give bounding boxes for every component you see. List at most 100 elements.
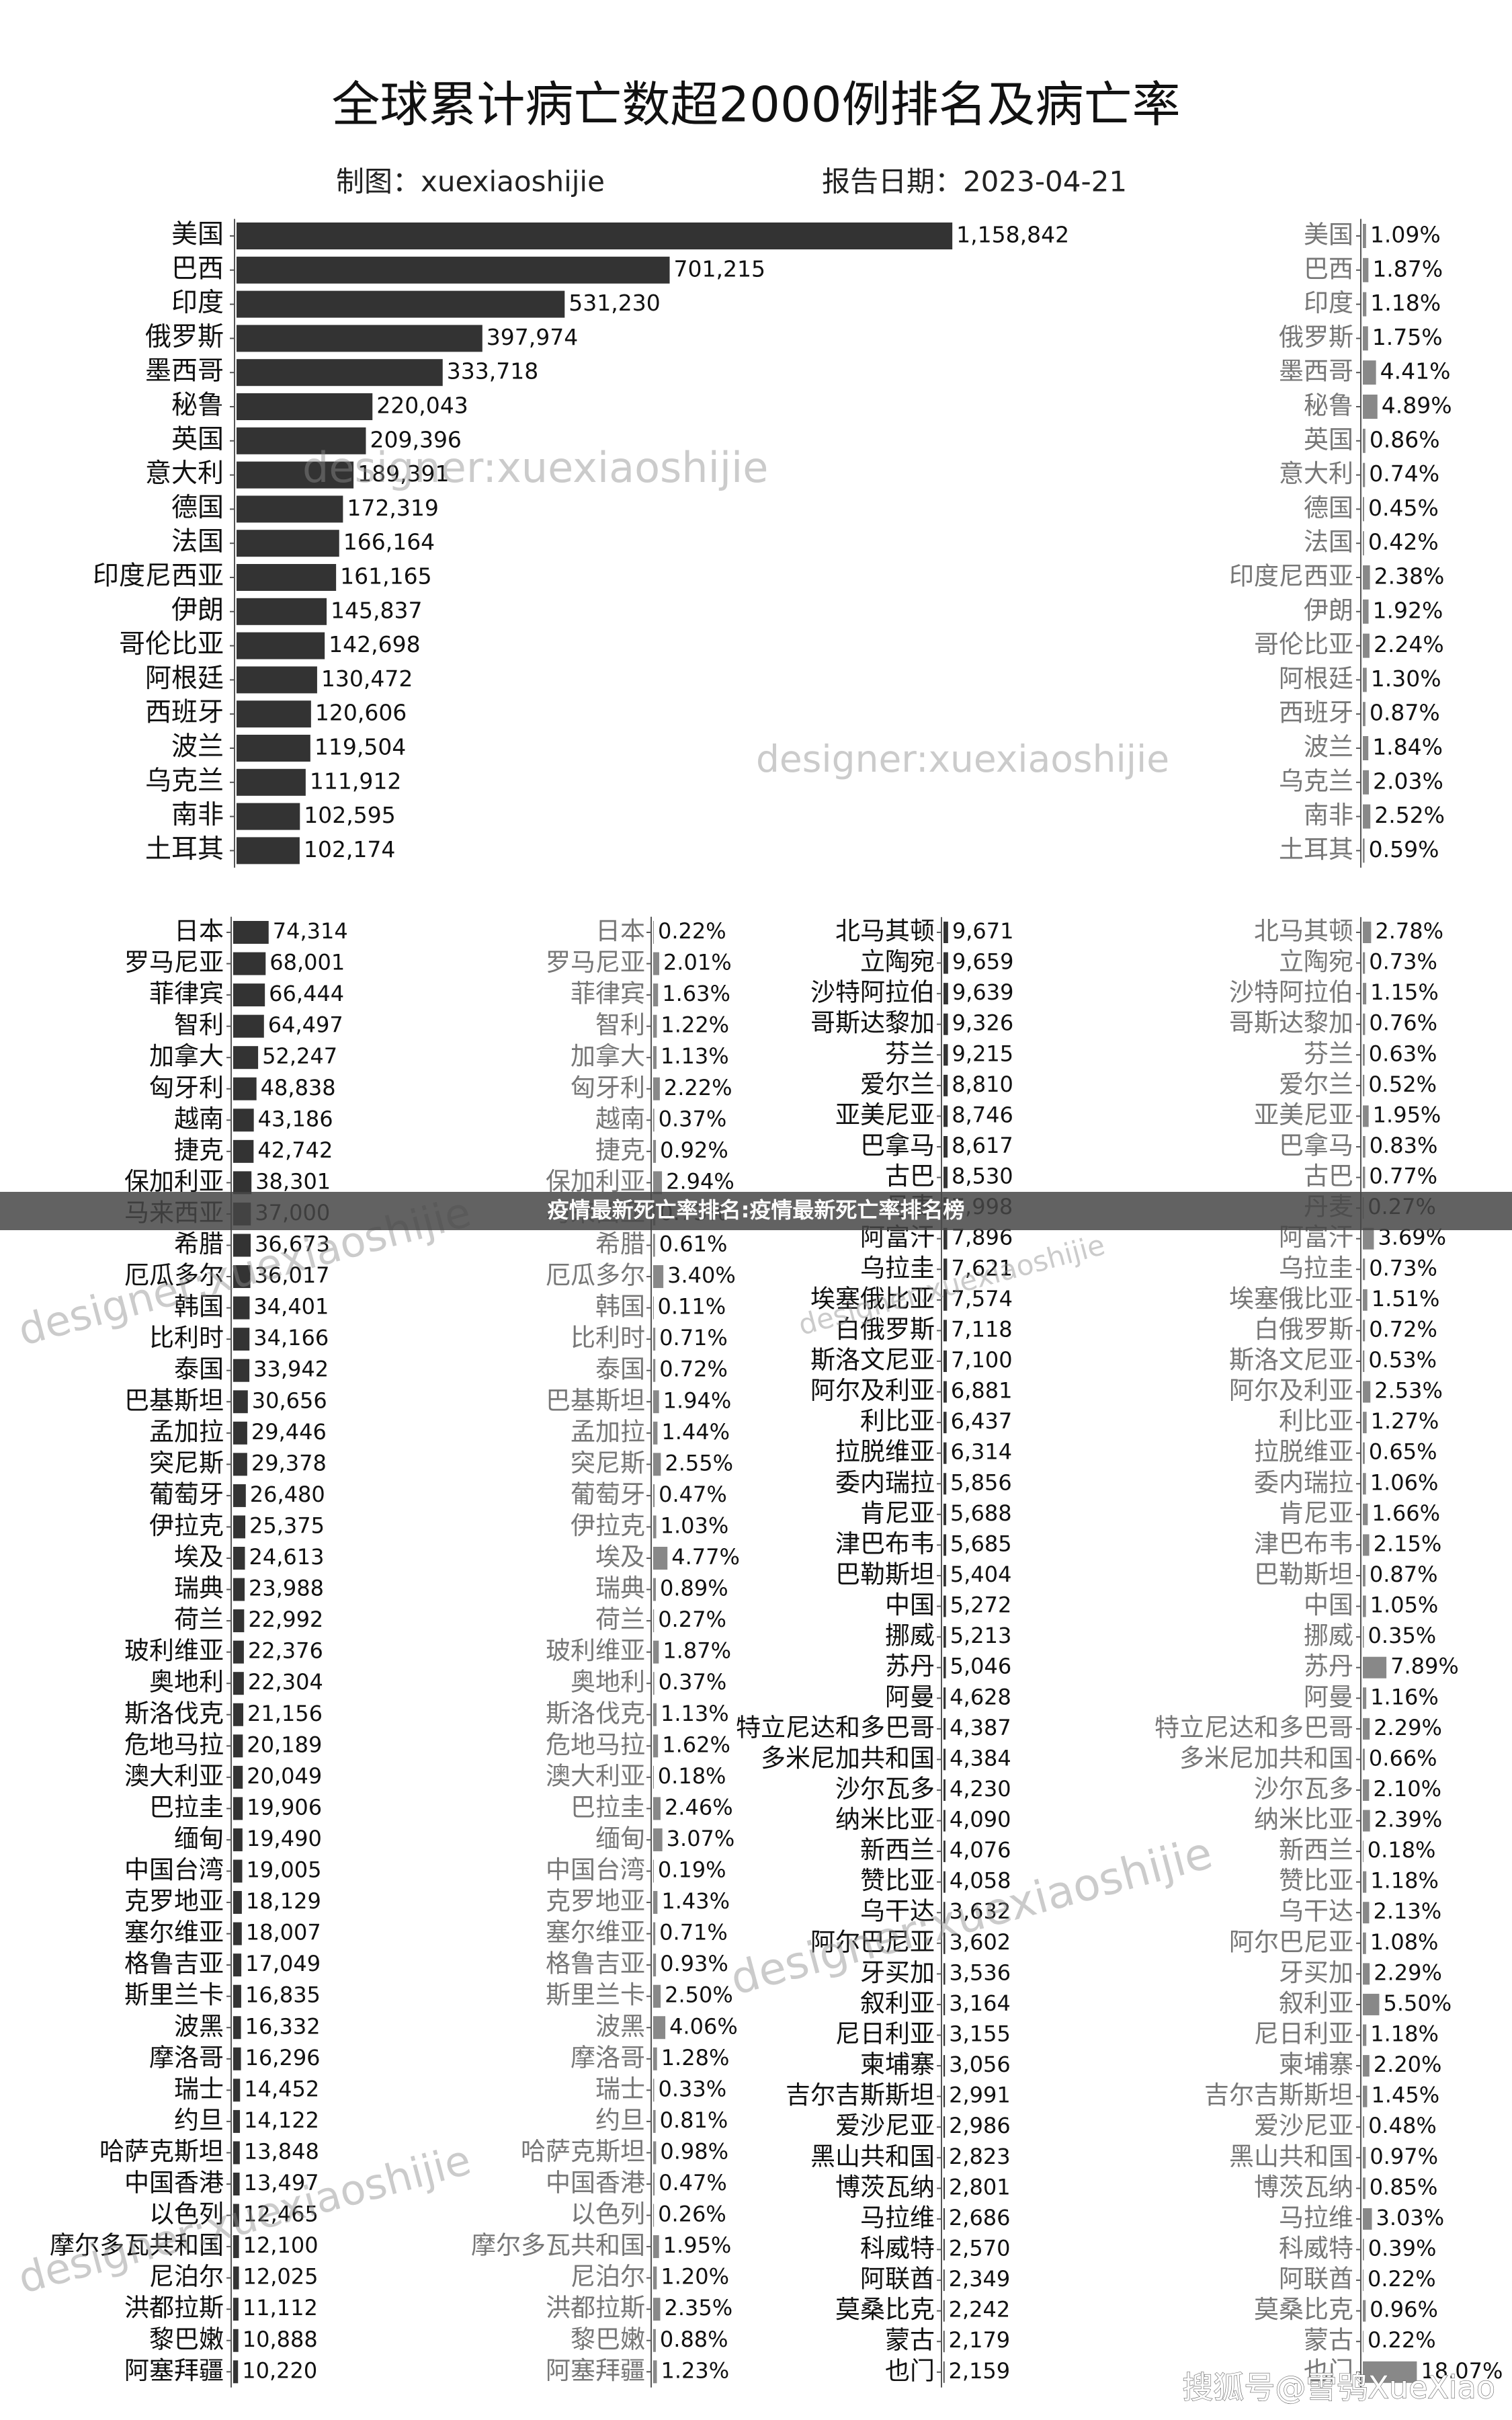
- value-label: 0.74%: [1369, 460, 1439, 487]
- bar: [653, 1891, 658, 1914]
- value-label: 531,230: [569, 290, 660, 316]
- value-label: 0.27%: [658, 1607, 726, 1632]
- category-label: 意大利: [145, 458, 224, 489]
- bar: [653, 1139, 657, 1163]
- value-label: 12,100: [243, 2232, 319, 2258]
- value-label: 5,046: [950, 1654, 1012, 1679]
- category-label: 马拉维: [1279, 2203, 1353, 2232]
- bar: [943, 1656, 946, 1679]
- bar: [1363, 1320, 1366, 1342]
- bar: [943, 1258, 948, 1281]
- value-label: 189,391: [358, 460, 449, 487]
- bar: [943, 1227, 948, 1250]
- value-label: 9,639: [952, 979, 1014, 1005]
- bar: [233, 1859, 243, 1883]
- value-label: 12,025: [243, 2264, 319, 2290]
- category-label: 秘鲁: [1304, 391, 1353, 420]
- bar: [943, 2024, 946, 2046]
- bar: [1363, 1473, 1366, 1495]
- category-label: 乌干达: [860, 1897, 935, 1926]
- category-label: 赞比亚: [860, 1866, 935, 1895]
- category-label: 乌拉圭: [860, 1254, 935, 1283]
- bar: [1363, 1626, 1364, 1648]
- bar: [1363, 1105, 1369, 1127]
- category-label: 孟加拉: [149, 1417, 224, 1446]
- category-label: 保加利亚: [546, 1167, 645, 1196]
- category-label: 南非: [171, 800, 224, 830]
- bar: [1363, 428, 1366, 453]
- value-label: 0.71%: [659, 1325, 728, 1350]
- value-label: 0.33%: [658, 2076, 726, 2101]
- value-label: 0.98%: [660, 2138, 728, 2164]
- bar: [1363, 1227, 1374, 1250]
- category-label: 津巴布韦: [1254, 1529, 1353, 1558]
- value-label: 34,401: [253, 1294, 329, 1320]
- bar: [237, 564, 337, 591]
- category-label: 希腊: [174, 1229, 224, 1258]
- bar: [1363, 1902, 1370, 1924]
- banner-bg: [0, 1192, 1512, 1230]
- category-label: 哈萨克斯坦: [99, 2137, 224, 2166]
- bar: [943, 1564, 946, 1586]
- bar: [653, 1108, 655, 1132]
- bar: [1363, 531, 1364, 556]
- bar: [653, 1922, 656, 1945]
- value-label: 1.18%: [1370, 2021, 1439, 2047]
- watermark: designer:xuexiaoshijie: [756, 737, 1169, 780]
- value-label: 172,319: [347, 495, 438, 521]
- bar: [943, 2300, 945, 2322]
- bar: [1363, 2055, 1370, 2077]
- bar: [233, 1077, 257, 1100]
- value-label: 48,838: [261, 1075, 336, 1100]
- bar: [233, 1797, 243, 1820]
- category-label: 墨西哥: [1279, 357, 1353, 386]
- value-label: 0.63%: [1369, 1041, 1437, 1066]
- bar: [943, 1320, 948, 1342]
- category-label: 立陶宛: [1279, 947, 1353, 976]
- value-label: 4,384: [950, 1745, 1011, 1771]
- value-label: 0.72%: [659, 1357, 728, 1382]
- category-label: 阿尔巴尼亚: [1229, 1927, 1353, 1956]
- value-label: 4.89%: [1382, 393, 1452, 419]
- category-label: 白俄罗斯: [835, 1315, 935, 1344]
- bar: [1363, 2177, 1366, 2200]
- category-label: 芬兰: [885, 1039, 935, 1068]
- value-label: 5,272: [950, 1592, 1012, 1618]
- banner: 疫情最新死亡率排名:疫情最新死亡率排名榜: [548, 1197, 965, 1223]
- value-label: 3,602: [950, 1929, 1011, 1955]
- category-label: 菲律宾: [149, 979, 224, 1008]
- category-label: 阿尔巴尼亚: [810, 1927, 935, 1956]
- panels: 美国 1,158,842 巴西 701,215 印度 531,230 俄罗斯 397,974 墨…: [50, 218, 1503, 2388]
- value-label: 52,247: [262, 1043, 337, 1069]
- category-label: 希腊: [595, 1229, 645, 1258]
- category-label: 肯尼亚: [1279, 1498, 1353, 1527]
- value-label: 1.66%: [1372, 1500, 1440, 1526]
- bar: [943, 1534, 947, 1556]
- bar: [1363, 1656, 1387, 1679]
- category-label: 以色列: [571, 2200, 645, 2228]
- category-label: 特立尼达和多巴哥: [736, 1713, 935, 1742]
- value-label: 10,888: [243, 2327, 318, 2352]
- value-label: 19,490: [247, 1826, 322, 1851]
- value-label: 8,530: [952, 1164, 1013, 1189]
- bar: [1363, 736, 1369, 760]
- category-label: 巴西: [171, 253, 224, 284]
- category-label: 摩尔多瓦共和国: [50, 2231, 224, 2260]
- value-label: 0.48%: [1368, 2113, 1437, 2138]
- bar: [233, 921, 269, 944]
- category-label: 哥伦比亚: [119, 629, 224, 659]
- category-label: 巴基斯坦: [124, 1386, 224, 1415]
- category-label: 约旦: [595, 2105, 645, 2134]
- bar: [237, 837, 300, 864]
- category-label: 厄瓜多尔: [546, 1261, 645, 1290]
- value-label: 3,632: [950, 1898, 1011, 1924]
- value-label: 13,497: [244, 2170, 319, 2195]
- value-label: 1.45%: [1371, 2083, 1439, 2108]
- value-label: 8,746: [952, 1102, 1013, 1127]
- category-label: 摩洛哥: [149, 2043, 224, 2072]
- bar: [1363, 1993, 1380, 2015]
- bar: [1363, 1932, 1366, 1954]
- value-label: 9,215: [952, 1041, 1014, 1066]
- value-label: 120,606: [315, 700, 407, 726]
- category-label: 阿塞拜疆: [546, 2356, 645, 2385]
